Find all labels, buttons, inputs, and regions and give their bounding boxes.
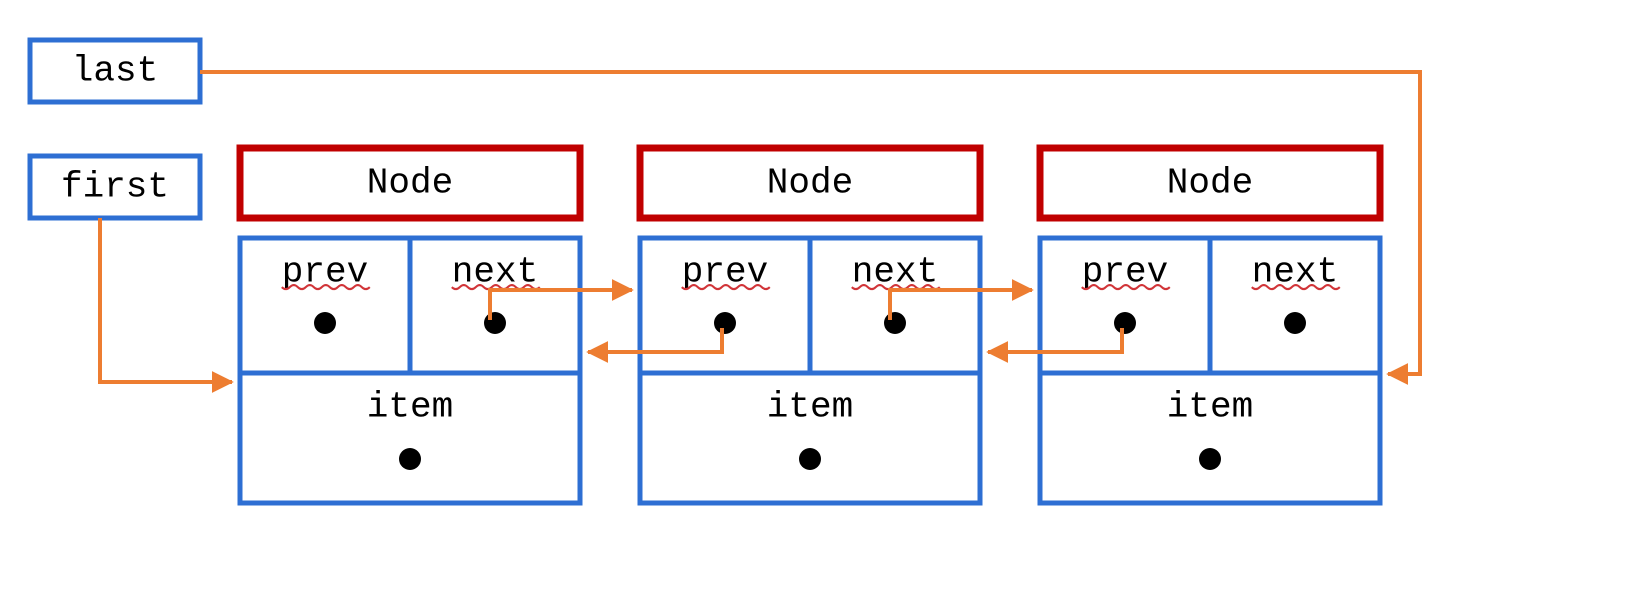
item-label: item bbox=[767, 387, 853, 428]
item-dot bbox=[399, 448, 421, 470]
last-box-label: last bbox=[72, 51, 158, 92]
node-0: Nodeprevnextitem bbox=[240, 148, 580, 503]
item-label: item bbox=[367, 387, 453, 428]
node-title: Node bbox=[767, 163, 853, 204]
first-box: first bbox=[30, 156, 200, 218]
next-dot bbox=[484, 312, 506, 334]
prev-dot bbox=[314, 312, 336, 334]
prev-dot bbox=[1114, 312, 1136, 334]
prev-dot bbox=[714, 312, 736, 334]
item-label: item bbox=[1167, 387, 1253, 428]
node-2: Nodeprevnextitem bbox=[1040, 148, 1380, 503]
item-dot bbox=[799, 448, 821, 470]
first-box-label: first bbox=[61, 167, 169, 208]
node-title: Node bbox=[1167, 163, 1253, 204]
node-title: Node bbox=[367, 163, 453, 204]
arrow-first-to-node0 bbox=[100, 218, 232, 382]
node-1: Nodeprevnextitem bbox=[640, 148, 980, 503]
item-dot bbox=[1199, 448, 1221, 470]
next-dot bbox=[1284, 312, 1306, 334]
next-dot bbox=[884, 312, 906, 334]
last-box: last bbox=[30, 40, 200, 102]
